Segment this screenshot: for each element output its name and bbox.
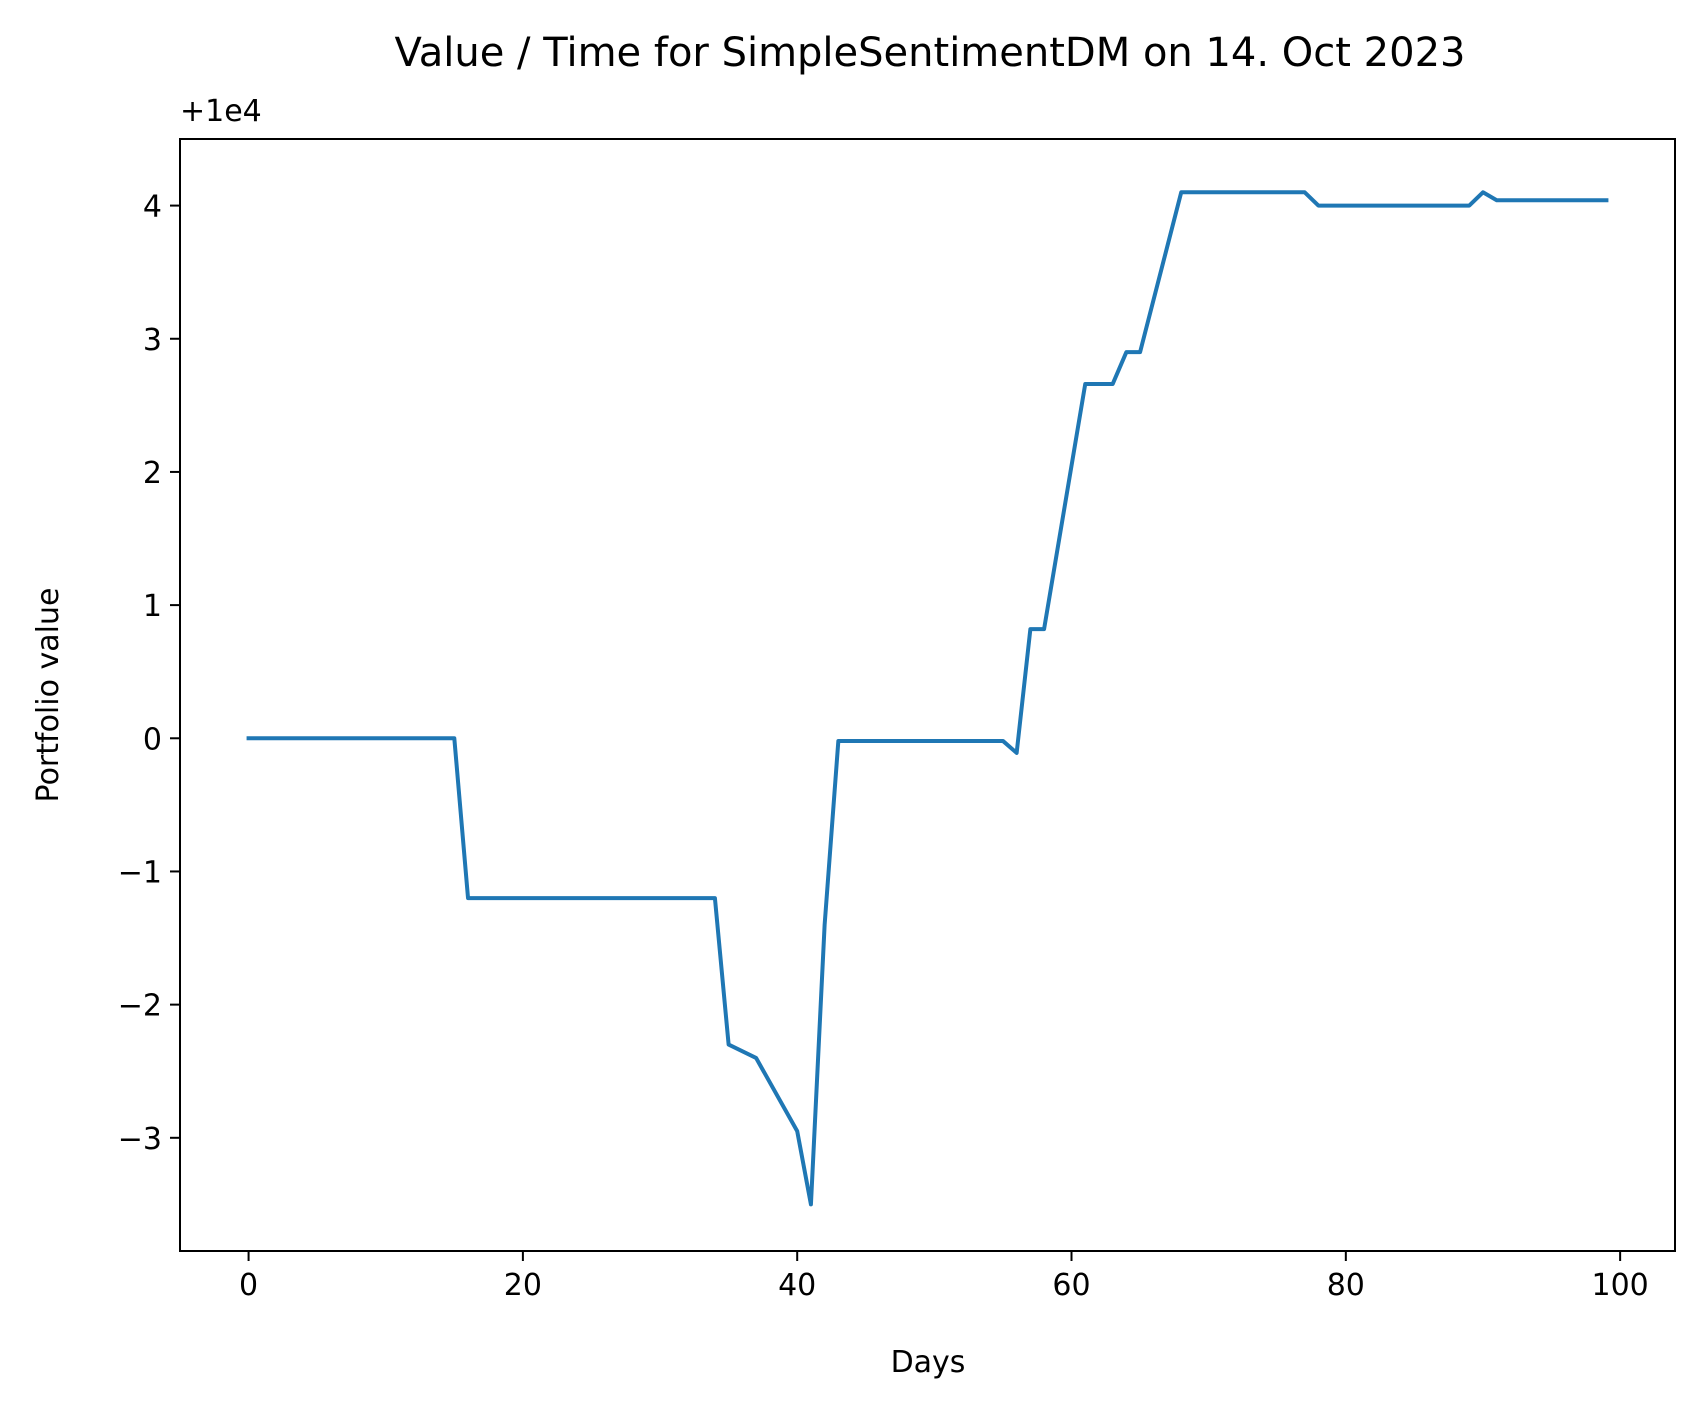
chart-title: Value / Time for SimpleSentimentDM on 14…: [395, 30, 1466, 76]
y-offset-label: +1e4: [180, 94, 262, 129]
y-tick-label: −1: [118, 855, 162, 890]
y-tick-label: 0: [143, 722, 162, 757]
x-tick-label: 20: [504, 1268, 542, 1303]
y-axis-label: Portfolio value: [31, 588, 66, 803]
portfolio-value-line: [246, 190, 1609, 1207]
x-tick-label: 100: [1592, 1268, 1649, 1303]
x-axis-label: Days: [891, 1345, 966, 1380]
y-tick-label: −3: [118, 1122, 162, 1157]
x-tick-label: 60: [1052, 1268, 1090, 1303]
x-tick-label: 0: [239, 1268, 258, 1303]
y-tick-label: 4: [143, 190, 162, 225]
plot-area: 0 20 40 60 80 100 −3 −2 −1 0 1 2 3 4: [118, 190, 1649, 1303]
y-tick-label: 1: [143, 589, 162, 624]
y-tick-label: 3: [143, 323, 162, 358]
y-tick-label: −2: [118, 989, 162, 1024]
y-tick-label: 2: [143, 456, 162, 491]
axes-frame: [179, 138, 1676, 1252]
x-tick-label: 40: [778, 1268, 816, 1303]
x-tick-label: 80: [1327, 1268, 1365, 1303]
